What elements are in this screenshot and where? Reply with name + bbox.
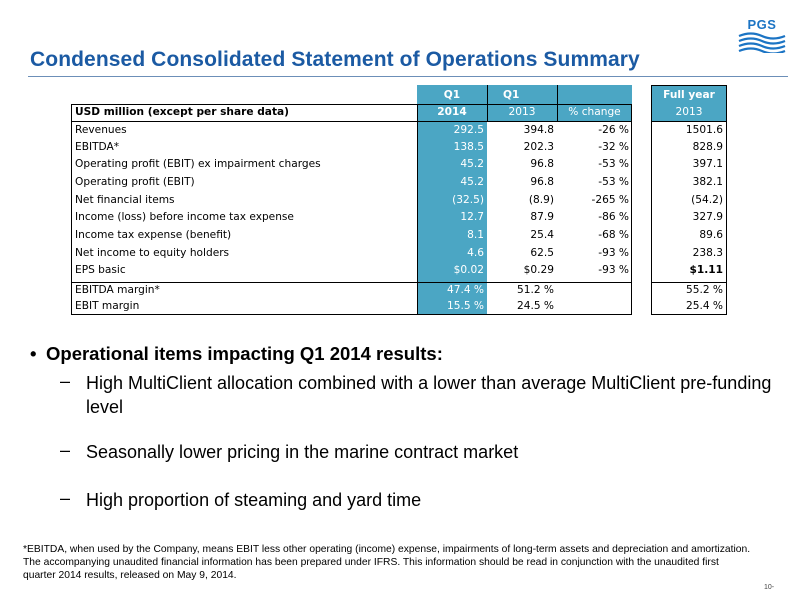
row-pct-change: -53 %	[598, 158, 629, 170]
row-pct-change: -93 %	[598, 247, 629, 259]
row-value-2014: 15.5 %	[446, 300, 484, 312]
row-value-2013: 96.8	[530, 158, 554, 170]
row-value-2014: 8.1	[467, 229, 484, 241]
row-label: Revenues	[75, 124, 127, 136]
header-divider	[71, 121, 632, 122]
row-value-fy: (54.2)	[691, 194, 723, 206]
row-value-2013: 96.8	[530, 176, 554, 188]
row-pct-change: -32 %	[598, 141, 629, 153]
header-year-2013: 2013	[508, 106, 536, 118]
row-label: Operating profit (EBIT) ex impairment ch…	[75, 158, 321, 170]
title-divider	[28, 76, 788, 77]
row-label: Net income to equity holders	[75, 247, 230, 259]
row-pct-change: -26 %	[598, 124, 629, 136]
header-units-label: USD million (except per share data)	[75, 106, 290, 118]
row-label: EBIT margin	[75, 300, 140, 312]
logo-text: PGS	[747, 17, 777, 32]
row-value-2013: 202.3	[523, 141, 554, 153]
q1-2014-column-highlight	[417, 85, 487, 315]
row-pct-change: -93 %	[598, 264, 629, 276]
header-year-2014: 2014	[437, 106, 467, 118]
page-title: Condensed Consolidated Statement of Oper…	[30, 48, 640, 71]
row-value-2013: (8.9)	[528, 194, 554, 206]
row-value-fy: 382.1	[692, 176, 723, 188]
full-year-header-highlight	[651, 85, 727, 121]
row-value-2014: 45.2	[460, 176, 484, 188]
row-value-fy: 1501.6	[685, 124, 723, 136]
row-value-fy: 397.1	[692, 158, 723, 170]
bullet-icon: •	[30, 343, 37, 364]
label-column-divider	[417, 104, 418, 315]
row-value-2014: 47.4 %	[446, 284, 484, 296]
row-label: Operating profit (EBIT)	[75, 176, 195, 188]
row-value-fy: 55.2 %	[685, 284, 723, 296]
header-pct-change: % change	[568, 106, 621, 118]
row-pct-change: -53 %	[598, 176, 629, 188]
dash-icon: –	[60, 488, 71, 508]
footnote-ifrs: The accompanying unaudited financial inf…	[23, 557, 719, 581]
footnote: *EBITDA, when used by the Company, means…	[23, 543, 753, 582]
main-bullet-text: Operational items impacting Q1 2014 resu…	[46, 343, 443, 364]
row-value-2013: 25.4	[530, 229, 554, 241]
row-label: EBITDA*	[75, 141, 120, 153]
row-value-2013: 87.9	[530, 211, 554, 223]
sub-bullet-text: High MultiClient allocation combined wit…	[86, 373, 772, 417]
header-q1-2013: Q1	[503, 89, 520, 101]
row-value-2013: 62.5	[530, 247, 554, 259]
col-divider-2013	[557, 85, 558, 121]
row-value-2014: 292.5	[453, 124, 484, 136]
row-value-2014: 45.2	[460, 158, 484, 170]
dash-icon: –	[60, 440, 71, 460]
sub-bullet-text: Seasonally lower pricing in the marine c…	[86, 442, 519, 462]
margin-divider	[71, 282, 632, 283]
row-value-2014: 4.6	[467, 247, 484, 259]
row-value-fy: 238.3	[692, 247, 723, 259]
header-divider-fy	[651, 121, 727, 122]
page-number: 10-	[764, 584, 775, 591]
table-frame	[71, 104, 632, 315]
row-pct-change: -86 %	[598, 211, 629, 223]
full-year-header-frame	[651, 85, 727, 104]
row-value-fy: $1.11	[689, 264, 723, 276]
row-value-2014: (32.5)	[452, 194, 484, 206]
header-full-year: Full year	[663, 89, 715, 101]
waves-icon	[738, 32, 786, 53]
row-value-2014: 12.7	[460, 211, 484, 223]
sub-bullet-text: High proportion of steaming and yard tim…	[86, 490, 422, 510]
header-fy-2013: 2013	[675, 106, 703, 118]
row-value-fy: 89.6	[699, 229, 723, 241]
row-label: Net financial items	[75, 194, 175, 206]
operations-summary-table: Q1 Q1 Full year USD million (except per …	[71, 85, 727, 315]
row-value-fy: 828.9	[692, 141, 723, 153]
row-label: Income (loss) before income tax expense	[75, 211, 294, 223]
row-value-fy: 327.9	[692, 211, 723, 223]
row-label: Income tax expense (benefit)	[75, 229, 232, 241]
footnote-ebitda: *EBITDA, when used by the Company, means…	[23, 544, 751, 555]
row-value-2014: $0.02	[453, 264, 484, 276]
full-year-frame	[651, 104, 727, 315]
row-value-2014: 138.5	[453, 141, 484, 153]
row-label: EPS basic	[75, 264, 126, 276]
row-pct-change: -68 %	[598, 229, 629, 241]
col-divider-2014	[487, 85, 488, 121]
row-value-2013: $0.29	[523, 264, 554, 276]
main-bullet: • Operational items impacting Q1 2014 res…	[30, 343, 443, 365]
row-value-2013: 24.5 %	[516, 300, 554, 312]
header-q1-2014: Q1	[443, 89, 461, 101]
margin-divider-fy	[651, 282, 727, 283]
pgs-logo: PGS	[737, 13, 787, 53]
row-pct-change: -265 %	[591, 194, 629, 206]
q1-2013-header-highlight	[487, 85, 632, 121]
row-value-2013: 394.8	[523, 124, 554, 136]
row-label: EBITDA margin*	[75, 284, 160, 296]
row-value-2013: 51.2 %	[516, 284, 554, 296]
row-value-fy: 25.4 %	[685, 300, 723, 312]
dash-icon: –	[60, 371, 71, 391]
